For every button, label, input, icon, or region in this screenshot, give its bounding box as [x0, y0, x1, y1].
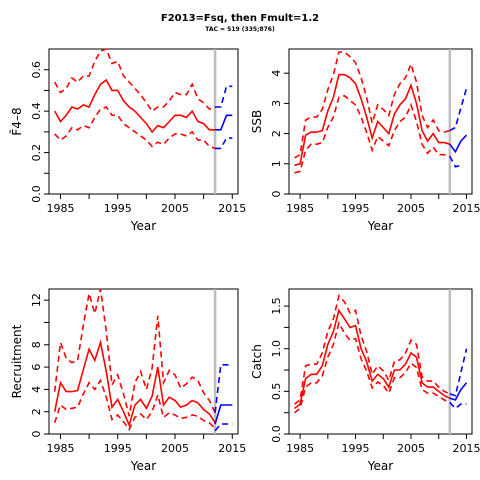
y-tick-label: 1.5: [270, 297, 283, 315]
panel-ssb: 1985 1995 2005 2015 0 1 2 3 4 Year SSB: [250, 48, 480, 233]
y-tick-label: 4: [30, 386, 43, 393]
projection-upper-line: [449, 88, 468, 132]
x-tick-label: 2005: [161, 442, 189, 455]
y-tick-label: 1.0: [270, 340, 283, 358]
y-tick-label: 0.4: [30, 102, 43, 120]
plot-frame: [48, 48, 239, 195]
y-tick-label: 0.6: [30, 61, 43, 79]
x-tick-label: 1995: [342, 202, 370, 215]
x-axis-label: Year: [130, 459, 156, 473]
y-tick-label: 12: [30, 293, 43, 307]
y-tick-label: 0.0: [30, 185, 43, 203]
historical-upper-line: [294, 294, 451, 405]
y-axis-label: Recruitment: [10, 324, 24, 398]
x-tick-label: 1985: [46, 202, 74, 215]
historical-upper-line: [294, 51, 451, 159]
projection-estimate-line: [215, 114, 233, 131]
y-tick-label: 8: [30, 341, 43, 348]
historical-lower-line: [54, 106, 216, 150]
projection-lower-line: [214, 423, 233, 432]
projection-upper-line: [449, 348, 468, 397]
historical-estimate-line: [294, 73, 451, 167]
figure-subtitle: TAC = 519 (335;876): [205, 26, 275, 33]
projection-estimate-line: [449, 134, 468, 154]
x-tick-label: 2005: [161, 202, 189, 215]
x-tick-label: 2015: [218, 202, 246, 215]
plot-frame: [288, 48, 473, 195]
y-axis-label: SSB: [250, 110, 264, 133]
y-tick-label: 0: [270, 191, 283, 198]
projection-lower-line: [215, 137, 233, 150]
historical-upper-line: [53, 288, 216, 417]
panel-f: 1985 1995 2005 2015 0.0 0.2 0.4 0.6 Year F̄4–8: [10, 47, 246, 233]
projection-upper-line: [214, 364, 233, 413]
plot-frame: [288, 288, 473, 435]
x-tick-label: 1985: [46, 442, 74, 455]
historical-lower-line: [294, 94, 451, 174]
projection-estimate-line: [449, 382, 468, 401]
x-tick-label: 2015: [452, 202, 480, 215]
y-tick-label: 0: [30, 431, 43, 438]
y-tick-label: 2: [30, 408, 43, 415]
y-tick-label: 6: [30, 364, 43, 371]
projection-upper-line: [215, 85, 233, 108]
projection-estimate-line: [214, 404, 233, 425]
x-tick-label: 1995: [104, 442, 132, 455]
y-tick-label: 0.5: [270, 383, 283, 401]
x-axis-label: Year: [130, 219, 156, 233]
x-tick-label: 2015: [452, 442, 480, 455]
y-tick-label: 0.2: [30, 144, 43, 162]
x-tick-label: 2005: [397, 202, 425, 215]
panels: 1985 1995 2005 20150.00.20.40.6YearF̄4–8198…: [10, 47, 480, 473]
projection-lower-line: [449, 401, 467, 410]
y-axis-label: Catch: [250, 344, 264, 379]
x-tick-label: 1985: [286, 442, 314, 455]
x-axis-label: Year: [367, 219, 393, 233]
historical-estimate-line: [54, 78, 216, 134]
historical-upper-line: [54, 47, 216, 113]
y-tick-label: 4: [270, 70, 283, 77]
x-axis-label: Year: [367, 459, 393, 473]
panel-catch: 1985 1995 2005 2015 0.0 0.5 1.0 1.5 Year Catch: [250, 288, 480, 473]
panel-recruitment: 1985 1995 2005 2015 0 2 4 6 8 12 Year Recruitment: [10, 288, 246, 473]
y-axis-label: F̄4–8: [10, 107, 24, 135]
projection-lower-line: [449, 155, 462, 168]
x-tick-label: 2015: [218, 442, 246, 455]
historical-lower-line: [53, 378, 216, 432]
x-tick-label: 2005: [397, 442, 425, 455]
historical-lower-line: [294, 320, 451, 414]
y-tick-label: 0.0: [270, 425, 283, 443]
y-tick-label: 3: [270, 100, 283, 107]
plot-frame: [48, 288, 239, 435]
y-tick-label: 1: [270, 160, 283, 167]
historical-estimate-line: [53, 339, 216, 428]
x-tick-label: 1985: [286, 202, 314, 215]
x-tick-label: 1995: [342, 442, 370, 455]
historical-estimate-line: [294, 308, 451, 410]
x-tick-label: 1995: [104, 202, 132, 215]
figure-title: F2013=Fsq, then Fmult=1.2: [161, 13, 319, 24]
y-tick-label: 2: [270, 130, 283, 137]
